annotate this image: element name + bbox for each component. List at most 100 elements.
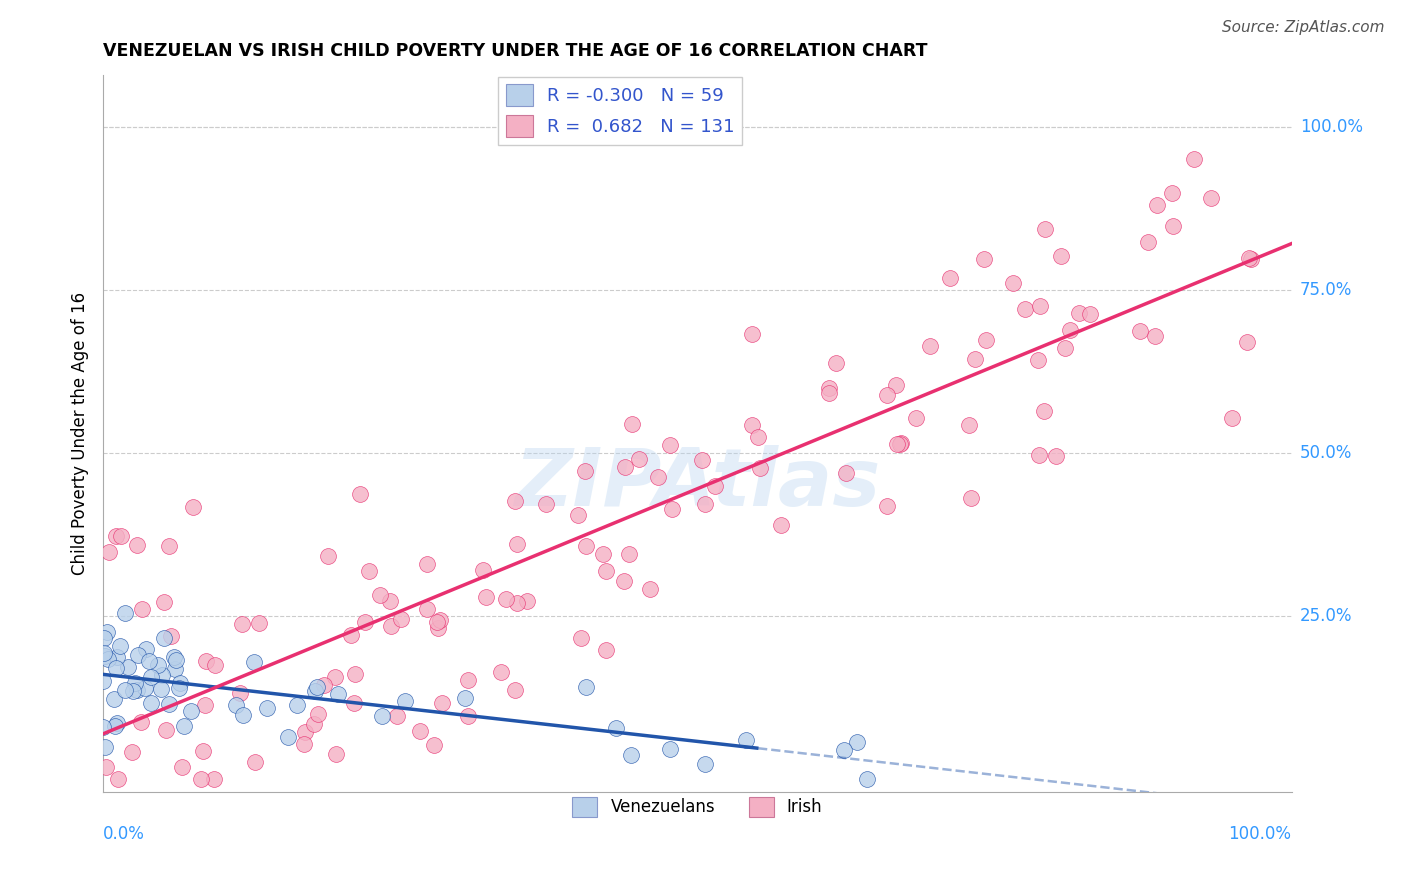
- Point: [91, 720, 114, 734]
- Point: [349, 487, 371, 501]
- Point: [323, 670, 346, 684]
- Point: [832, 743, 855, 757]
- Point: [1199, 191, 1222, 205]
- Point: [889, 437, 911, 451]
- Point: [150, 682, 173, 697]
- Point: [835, 466, 858, 480]
- Point: [354, 615, 377, 629]
- Point: [690, 453, 713, 467]
- Point: [127, 538, 149, 552]
- Point: [457, 673, 479, 687]
- Point: [153, 632, 176, 646]
- Point: [574, 464, 596, 478]
- Point: [1032, 404, 1054, 418]
- Text: 0.0%: 0.0%: [103, 825, 145, 843]
- Point: [139, 669, 162, 683]
- Point: [876, 499, 898, 513]
- Point: [316, 549, 339, 563]
- Point: [886, 437, 908, 451]
- Point: [1029, 299, 1052, 313]
- Point: [592, 547, 614, 561]
- Point: [204, 657, 226, 672]
- Point: [973, 252, 995, 267]
- Point: [429, 613, 451, 627]
- Point: [423, 738, 446, 752]
- Point: [249, 616, 271, 631]
- Legend: Venezuelans, Irish: Venezuelans, Irish: [565, 789, 830, 823]
- Point: [627, 451, 650, 466]
- Point: [256, 701, 278, 715]
- Point: [91, 674, 114, 689]
- Point: [856, 772, 879, 787]
- Text: 75.0%: 75.0%: [1301, 281, 1353, 300]
- Point: [339, 627, 361, 641]
- Point: [617, 547, 640, 561]
- Text: 100.0%: 100.0%: [1301, 119, 1362, 136]
- Point: [620, 417, 643, 432]
- Point: [454, 690, 477, 705]
- Point: [595, 564, 617, 578]
- Point: [229, 686, 252, 700]
- Point: [202, 772, 225, 787]
- Point: [769, 517, 792, 532]
- Point: [416, 557, 439, 571]
- Point: [294, 724, 316, 739]
- Point: [1137, 235, 1160, 249]
- Point: [471, 563, 494, 577]
- Point: [104, 661, 127, 675]
- Point: [105, 650, 128, 665]
- Point: [114, 606, 136, 620]
- Point: [380, 619, 402, 633]
- Point: [620, 747, 643, 762]
- Point: [505, 537, 527, 551]
- Point: [153, 595, 176, 609]
- Point: [105, 715, 128, 730]
- Point: [107, 772, 129, 787]
- Point: [817, 385, 839, 400]
- Point: [181, 500, 204, 515]
- Point: [506, 596, 529, 610]
- Point: [1144, 329, 1167, 343]
- Point: [194, 698, 217, 712]
- Point: [1220, 411, 1243, 425]
- Text: 25.0%: 25.0%: [1301, 607, 1353, 625]
- Point: [890, 436, 912, 450]
- Point: [974, 333, 997, 347]
- Point: [489, 665, 512, 679]
- Point: [146, 657, 169, 672]
- Point: [191, 744, 214, 758]
- Point: [1014, 302, 1036, 317]
- Point: [343, 696, 366, 710]
- Text: Source: ZipAtlas.com: Source: ZipAtlas.com: [1222, 20, 1385, 35]
- Point: [195, 654, 218, 668]
- Point: [426, 621, 449, 635]
- Point: [110, 529, 132, 543]
- Point: [884, 378, 907, 392]
- Point: [516, 594, 538, 608]
- Point: [426, 615, 449, 630]
- Point: [325, 747, 347, 762]
- Point: [371, 709, 394, 723]
- Point: [138, 654, 160, 668]
- Point: [94, 649, 117, 664]
- Point: [905, 410, 928, 425]
- Point: [312, 678, 335, 692]
- Point: [165, 652, 187, 666]
- Point: [1129, 324, 1152, 338]
- Point: [569, 631, 592, 645]
- Point: [122, 683, 145, 698]
- Point: [1160, 186, 1182, 200]
- Point: [94, 740, 117, 755]
- Point: [409, 723, 432, 738]
- Point: [292, 737, 315, 751]
- Point: [595, 642, 617, 657]
- Point: [825, 356, 848, 370]
- Point: [307, 706, 329, 721]
- Point: [741, 418, 763, 433]
- Point: [359, 565, 381, 579]
- Point: [150, 668, 173, 682]
- Point: [695, 497, 717, 511]
- Point: [121, 745, 143, 759]
- Point: [163, 650, 186, 665]
- Point: [963, 352, 986, 367]
